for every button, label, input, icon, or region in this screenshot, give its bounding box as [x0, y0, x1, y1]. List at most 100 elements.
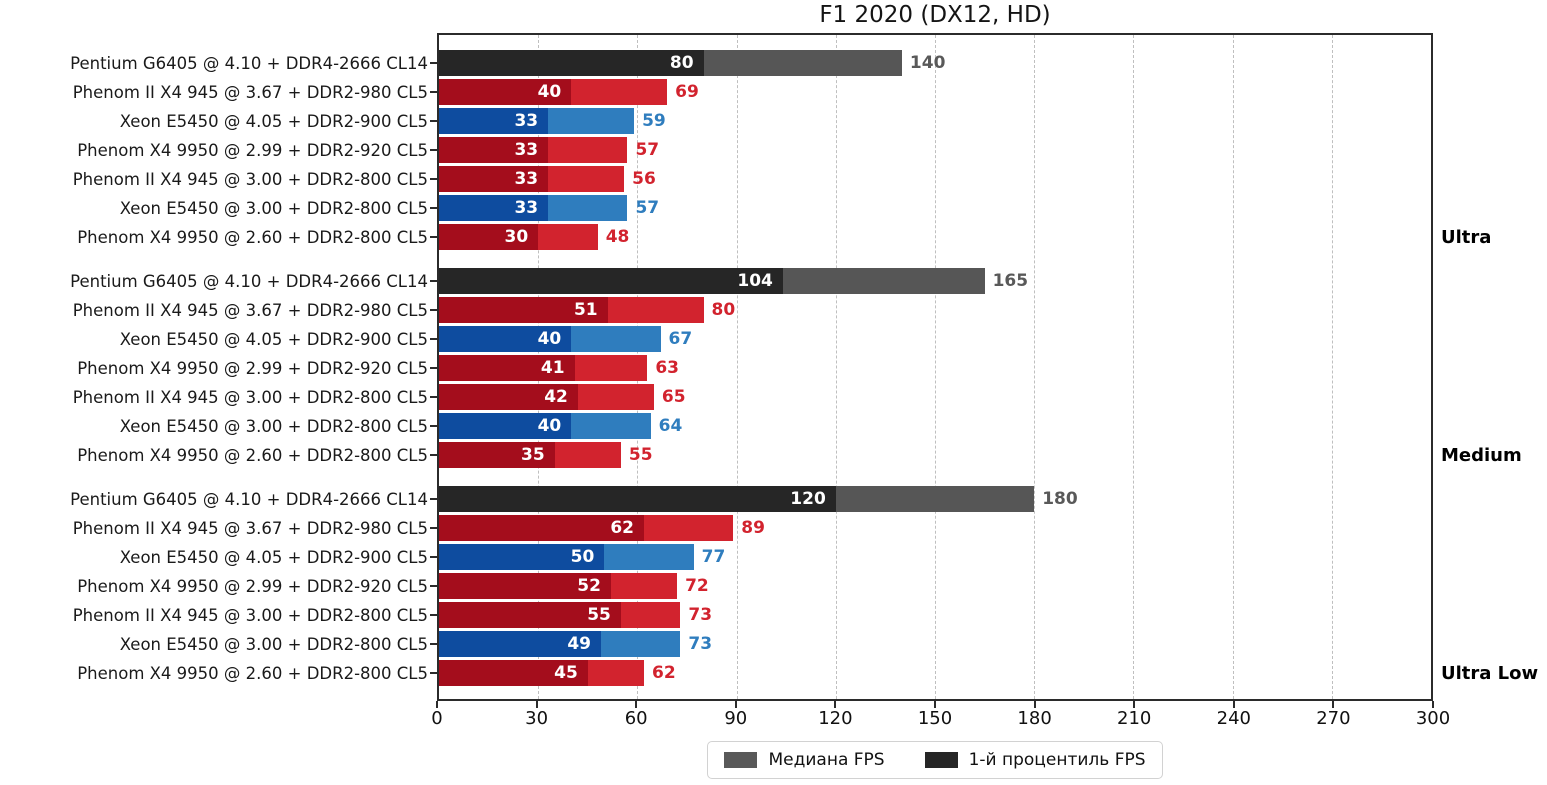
- row-label: Phenom II X4 945 @ 3.67 + DDR2-980 CL5: [72, 300, 428, 320]
- median-value: 57: [635, 198, 660, 218]
- median-value: 55: [628, 445, 653, 465]
- grid-line: [935, 35, 936, 699]
- y-tick-mark: [430, 585, 437, 587]
- percentile1-value: 33: [514, 169, 539, 189]
- x-tick-label: 180: [1017, 708, 1052, 729]
- y-tick-mark: [430, 556, 437, 558]
- bar-group-ultra: Pentium G6405 @ 4.10 + DDR4-2666 CL14 80 1…: [70, 50, 1491, 250]
- row-label: Phenom X4 9950 @ 2.60 + DDR2-800 CL5: [77, 227, 428, 247]
- bar-group-medium: Pentium G6405 @ 4.10 + DDR4-2666 CL14 104…: [70, 268, 1522, 468]
- y-tick-mark: [430, 309, 437, 311]
- x-tick-label: 120: [818, 708, 853, 729]
- row-label: Pentium G6405 @ 4.10 + DDR4-2666 CL14: [70, 489, 428, 509]
- grid-line: [1232, 35, 1234, 699]
- percentile1-value: 49: [567, 634, 592, 654]
- percentile1-value: 30: [504, 227, 529, 247]
- bar-row: Xeon E5450 @ 3.00 + DDR2-800 CL5 33 57: [120, 195, 1431, 221]
- percentile1-bar: 45: [439, 660, 588, 686]
- bar-row: Phenom II X4 945 @ 3.67 + DDR2-980 CL5 62…: [73, 515, 1431, 541]
- percentile1-bar: 40: [439, 413, 572, 439]
- bar-row: Phenom II X4 945 @ 3.00 + DDR2-800 CL5 42…: [73, 384, 1431, 410]
- y-tick-mark: [430, 367, 437, 369]
- percentile1-value: 55: [587, 605, 611, 625]
- y-tick-mark: [430, 91, 437, 93]
- x-tick-mark: [734, 701, 737, 708]
- row-label: Pentium G6405 @ 4.10 + DDR4-2666 CL14: [70, 271, 428, 291]
- x-tick-mark: [1432, 701, 1434, 708]
- median-value: 48: [605, 227, 630, 247]
- legend-item-percentile: 1-й процентиль FPS: [924, 750, 1146, 770]
- y-tick-mark: [430, 454, 437, 456]
- x-tick-mark: [1133, 701, 1136, 708]
- percentile1-value: 51: [573, 300, 598, 320]
- row-label: Phenom X4 9950 @ 2.99 + DDR2-920 CL5: [77, 576, 428, 596]
- group-label: Medium: [1441, 444, 1522, 466]
- legend-label-percentile: 1-й процентиль FPS: [968, 750, 1146, 770]
- bar-row: Phenom II X4 945 @ 3.67 + DDR2-980 CL5 51…: [73, 297, 1431, 323]
- row-label: Phenom II X4 945 @ 3.00 + DDR2-800 CL5: [72, 169, 428, 189]
- x-tick-mark: [635, 701, 638, 708]
- row-label: Xeon E5450 @ 3.00 + DDR2-800 CL5: [119, 416, 428, 436]
- grid-line: [736, 35, 738, 699]
- bar-row: Pentium G6405 @ 4.10 + DDR4-2666 CL14 104…: [70, 268, 1431, 294]
- percentile1-bar: 33: [439, 137, 549, 163]
- y-tick-mark: [430, 643, 437, 645]
- row-label: Phenom II X4 945 @ 3.67 + DDR2-980 CL5: [72, 82, 428, 102]
- percentile1-value: 40: [537, 329, 562, 349]
- grid-line: [1034, 35, 1036, 699]
- bar-row: Phenom X4 9950 @ 2.99 + DDR2-920 CL5 33 57: [77, 137, 1431, 163]
- median-value: 57: [635, 140, 660, 160]
- y-tick-mark: [430, 672, 437, 674]
- x-tick-mark: [1332, 701, 1335, 708]
- x-tick-label: 90: [724, 708, 748, 729]
- percentile1-value: 35: [521, 445, 545, 465]
- legend-item-median: Медиана FPS: [724, 750, 885, 770]
- percentile1-bar: 33: [439, 108, 549, 134]
- legend-label-median: Медиана FPS: [768, 750, 885, 770]
- bar-row: Phenom X4 9950 @ 2.99 + DDR2-920 CL5 41 63: [77, 355, 1431, 381]
- bar-row: Phenom II X4 945 @ 3.00 + DDR2-800 CL5 55…: [73, 602, 1431, 628]
- percentile1-bar: 35: [439, 442, 555, 468]
- median-value: 62: [652, 663, 676, 683]
- percentile1-value: 120: [790, 489, 826, 509]
- percentile1-bar: 49: [439, 631, 602, 657]
- percentile1-value: 50: [570, 547, 595, 567]
- bar-row: Phenom X4 9950 @ 2.99 + DDR2-920 CL5 52 72: [77, 573, 1431, 599]
- bar-row: Xeon E5450 @ 4.05 + DDR2-900 CL5 50 77: [120, 544, 1431, 570]
- percentile1-bar: 104: [439, 268, 783, 294]
- median-value: 77: [701, 547, 726, 567]
- y-tick-mark: [430, 280, 437, 282]
- x-tick-mark: [1232, 701, 1235, 708]
- percentile1-value: 33: [514, 198, 539, 218]
- median-value: 89: [741, 518, 765, 538]
- y-tick-mark: [430, 425, 437, 427]
- plot-area: Pentium G6405 @ 4.10 + DDR4-2666 CL14 80 1…: [70, 33, 1538, 701]
- chart-title: F1 2020 (DX12, HD): [819, 2, 1051, 28]
- row-label: Phenom II X4 945 @ 3.00 + DDR2-800 CL5: [72, 605, 428, 625]
- bar-row: Xeon E5450 @ 4.05 + DDR2-900 CL5 33 59: [120, 108, 1431, 134]
- percentile1-value: 33: [514, 140, 539, 160]
- percentile1-value: 33: [514, 111, 539, 131]
- y-tick-mark: [430, 120, 437, 122]
- median-value: 64: [658, 416, 683, 436]
- bar-row: Phenom II X4 945 @ 3.67 + DDR2-980 CL5 40…: [73, 79, 1431, 105]
- median-value: 165: [992, 271, 1029, 291]
- median-value: 67: [668, 329, 693, 349]
- y-tick-mark: [430, 498, 437, 500]
- median-swatch-icon: [724, 752, 758, 768]
- median-value: 63: [655, 358, 679, 378]
- x-tick-label: 300: [1415, 708, 1451, 729]
- row-label: Xeon E5450 @ 3.00 + DDR2-800 CL5: [119, 634, 428, 654]
- x-tick-mark: [436, 701, 438, 708]
- median-value: 56: [632, 169, 656, 189]
- bar-row: Phenom X4 9950 @ 2.60 + DDR2-800 CL5 45 62…: [77, 660, 1538, 686]
- percentile-swatch-icon: [924, 752, 958, 768]
- median-value: 59: [642, 111, 666, 131]
- row-label: Phenom X4 9950 @ 2.99 + DDR2-920 CL5: [77, 358, 428, 378]
- percentile1-bar: 41: [439, 355, 575, 381]
- x-tick-label: 0: [431, 708, 443, 729]
- bar-group-ultra-low: Pentium G6405 @ 4.10 + DDR4-2666 CL14 120…: [70, 486, 1538, 686]
- grid-line: [1133, 35, 1135, 699]
- percentile1-value: 62: [610, 518, 634, 538]
- bar-row: Xeon E5450 @ 4.05 + DDR2-900 CL5 40 67: [120, 326, 1431, 352]
